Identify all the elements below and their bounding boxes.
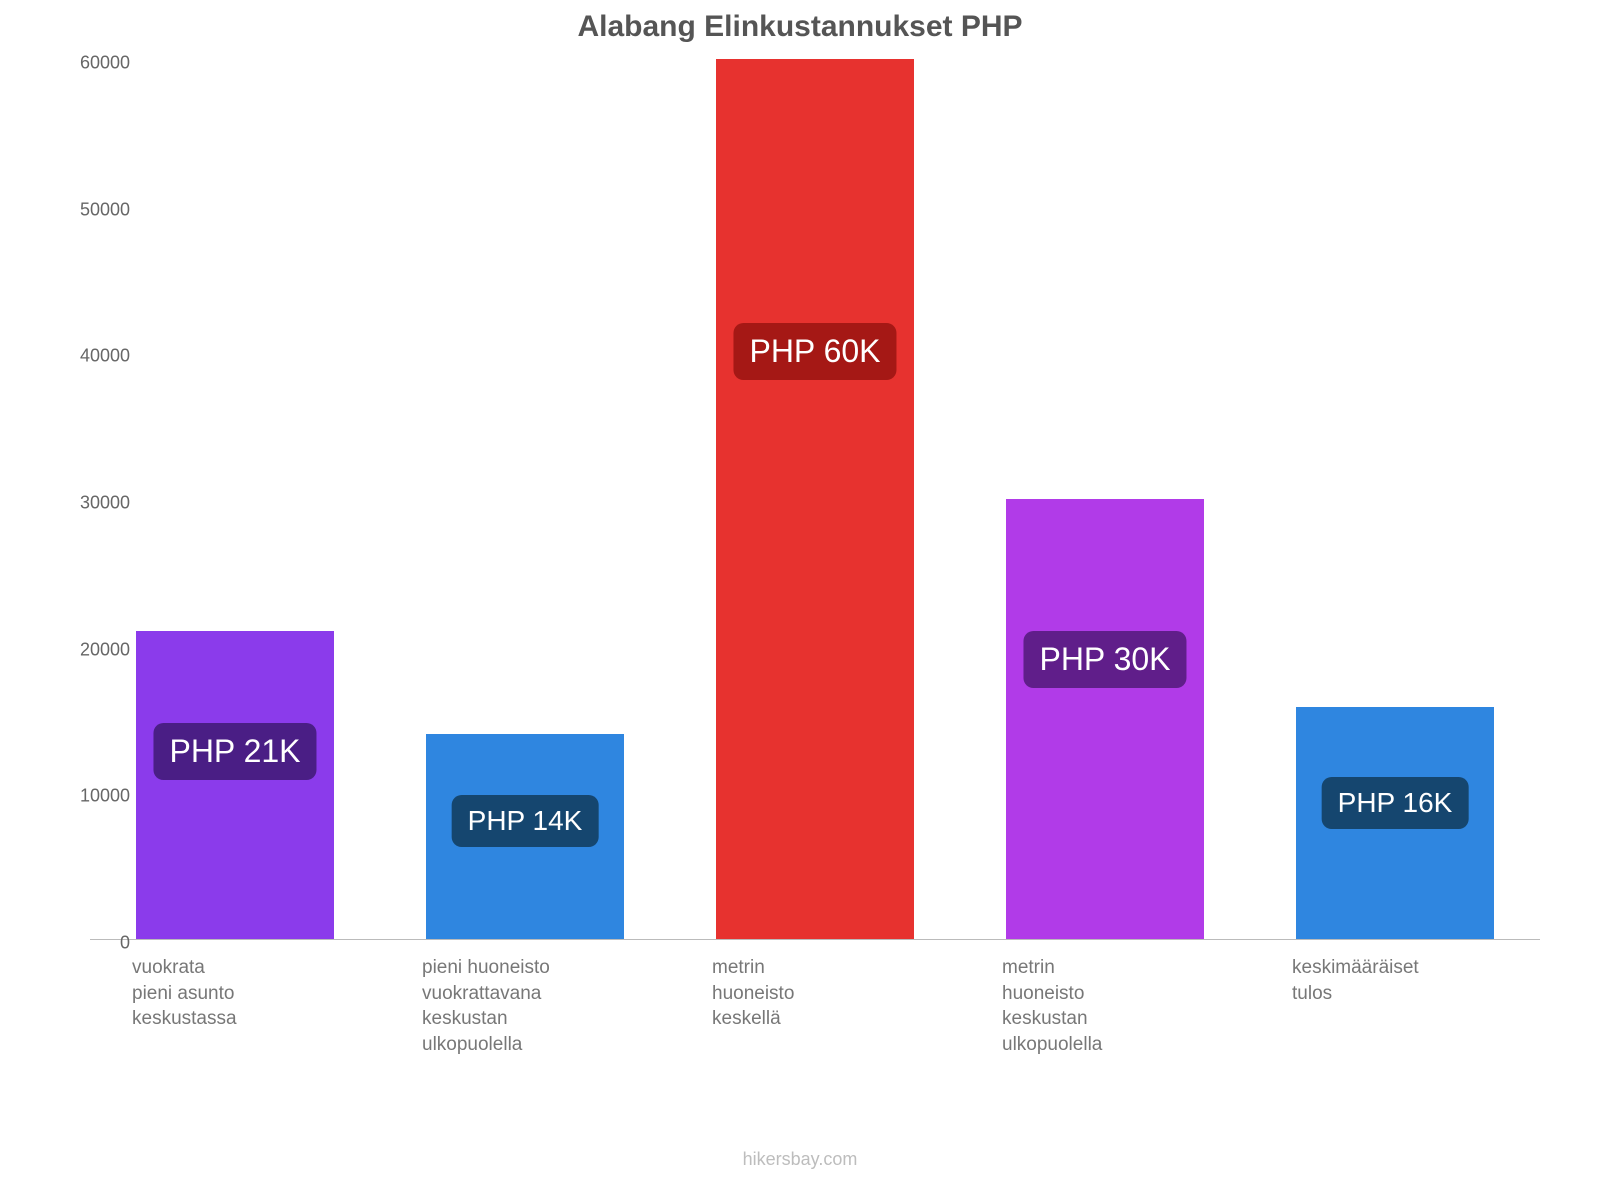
bar-slot: PHP 30K <box>960 60 1250 939</box>
value-badge: PHP 21K <box>153 723 316 780</box>
bar: PHP 60K <box>716 59 913 939</box>
bar: PHP 16K <box>1296 707 1493 939</box>
y-tick-label: 60000 <box>50 53 130 74</box>
plot-area: PHP 21K PHP 14K PHP 60K PHP 30K PHP 16K <box>90 60 1540 940</box>
bar-slot: PHP 60K <box>670 60 960 939</box>
bars-row: PHP 21K PHP 14K PHP 60K PHP 30K PHP 16K <box>90 60 1540 939</box>
value-badge: PHP 60K <box>733 323 896 380</box>
y-tick-label: 40000 <box>50 346 130 367</box>
chart-container: Alabang Elinkustannukset PHP PHP 21KPHP … <box>0 0 1600 1200</box>
x-tick-label: pieni huoneisto vuokrattavana keskustan … <box>380 955 670 1058</box>
bar: PHP 21K <box>136 631 333 939</box>
bar-slot: PHP 16K <box>1250 60 1540 939</box>
bar: PHP 30K <box>1006 499 1203 939</box>
y-tick-label: 50000 <box>50 199 130 220</box>
y-tick-label: 0 <box>50 933 130 954</box>
x-tick-label: metrin huoneisto keskellä <box>670 955 960 1058</box>
x-tick-label: keskimääräiset tulos <box>1250 955 1540 1058</box>
footer-attribution: hikersbay.com <box>0 1149 1600 1170</box>
x-axis-labels: vuokrata pieni asunto keskustassapieni h… <box>90 955 1540 1058</box>
value-badge: PHP 14K <box>452 795 599 847</box>
value-badge: PHP 16K <box>1322 777 1469 829</box>
chart-title: Alabang Elinkustannukset PHP <box>0 10 1600 44</box>
y-tick-label: 20000 <box>50 639 130 660</box>
x-tick-label: metrin huoneisto keskustan ulkopuolella <box>960 955 1250 1058</box>
y-tick-label: 30000 <box>50 493 130 514</box>
value-badge: PHP 30K <box>1023 631 1186 688</box>
bar-slot: PHP 21K <box>90 60 380 939</box>
x-tick-label: vuokrata pieni asunto keskustassa <box>90 955 380 1058</box>
bar-slot: PHP 14K <box>380 60 670 939</box>
bar: PHP 14K <box>426 734 623 939</box>
y-tick-label: 10000 <box>50 786 130 807</box>
